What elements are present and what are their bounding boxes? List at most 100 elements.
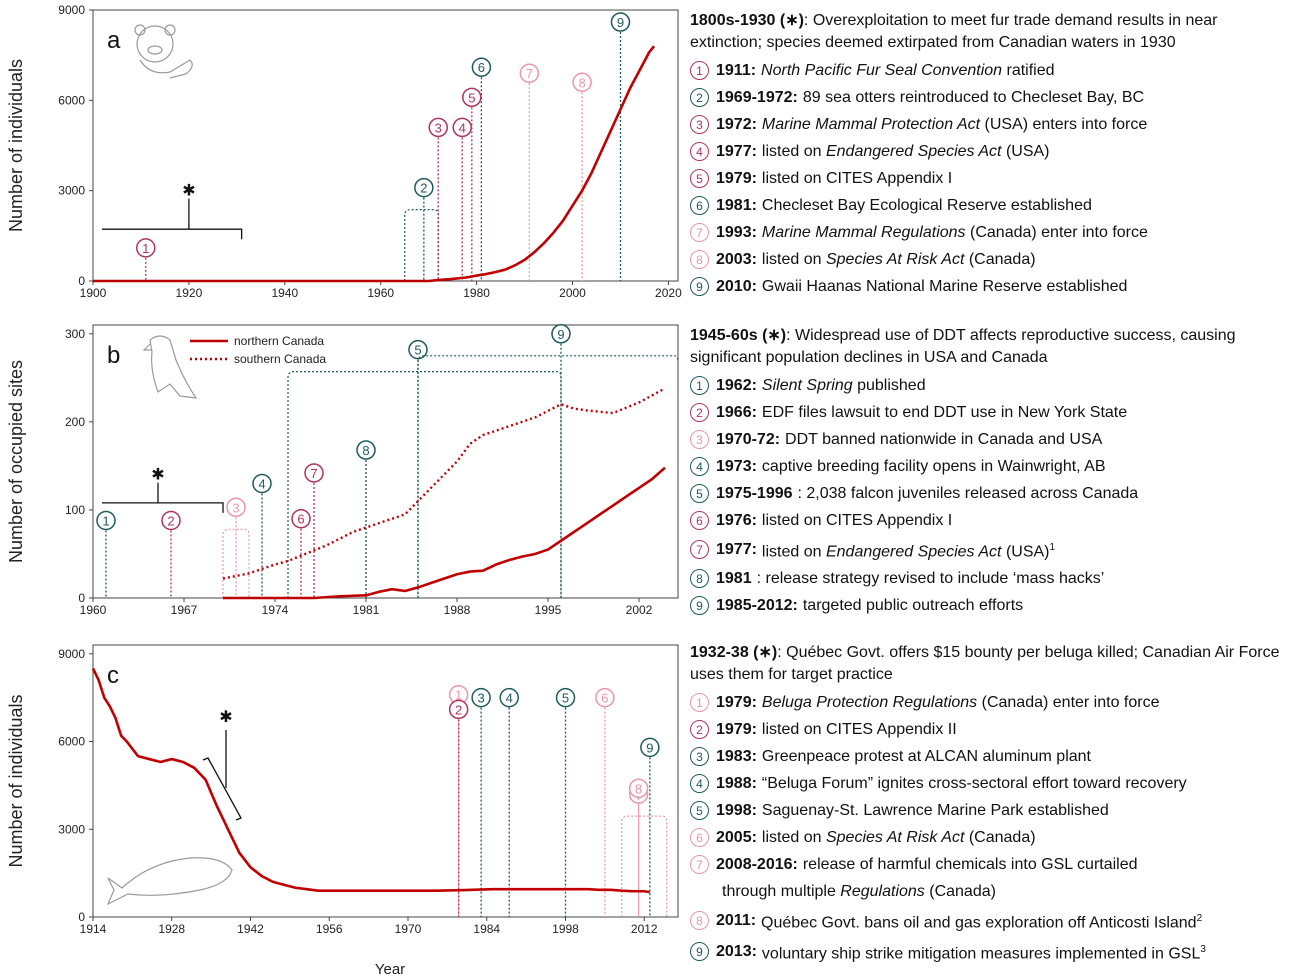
marker-number: 2 xyxy=(420,181,427,196)
falcon-icon xyxy=(142,335,198,399)
event-item-continued: through multiple Regulations (Canada) xyxy=(690,878,1290,905)
x-tick-label: 1928 xyxy=(158,922,185,936)
event-item: 2 1966: EDF files lawsuit to end DDT use i… xyxy=(690,399,1290,426)
event-item: 5 1975-1996: 2,038 falcon juveniles relea… xyxy=(690,480,1290,507)
falcon-body xyxy=(149,335,198,399)
marker-number: 7 xyxy=(526,66,533,81)
event-description: Saguenay-St. Lawrence Marine Park establ… xyxy=(762,797,1109,824)
marker-number: 5 xyxy=(468,90,475,105)
y-tick-label: 6000 xyxy=(58,93,85,107)
event-marker-7: 7 xyxy=(519,63,540,281)
x-tick-label: 1970 xyxy=(395,922,422,936)
event-year: 1998: xyxy=(716,802,757,819)
event-item: 8 2003: listed on Species At Risk Act (Can… xyxy=(690,246,1290,273)
event-item: 1 1979: Beluga Protection Regulations (Can… xyxy=(690,689,1290,716)
event-number-badge: 8 xyxy=(690,569,709,589)
beluga-icon xyxy=(106,857,233,906)
event-marker-7: 7 xyxy=(621,784,668,917)
event-item: 1 1962: Silent Spring published xyxy=(690,372,1290,399)
event-text: : 2,038 falcon juveniles released across… xyxy=(797,485,1139,502)
event-marker-3: 3 xyxy=(428,117,448,281)
event-item: 5 1979: listed on CITES Appendix I xyxy=(690,165,1290,192)
event-number-badge: 2 xyxy=(690,88,709,107)
event-marker-5: 5 xyxy=(555,687,576,917)
event-text: (Canada) xyxy=(964,251,1036,268)
event-description: : 2,038 falcon juveniles released across… xyxy=(798,480,1139,507)
event-item: 4 1973: captive breeding facility opens in… xyxy=(690,453,1290,480)
marker-circle xyxy=(595,687,615,708)
event-description: listed on Species At Risk Act (Canada) xyxy=(762,246,1036,273)
otter-ear xyxy=(134,24,146,36)
event-year: 2010: xyxy=(716,278,757,295)
marker-span xyxy=(287,371,562,598)
event-marker-4: 4 xyxy=(452,117,472,281)
marker-circle xyxy=(428,117,448,138)
event-year: 1979: xyxy=(716,721,757,738)
marker-number: 2 xyxy=(455,702,462,717)
heading-text: : Québec Govt. offers $15 bounty per bel… xyxy=(690,644,1280,683)
y-tick-label: 0 xyxy=(78,274,85,288)
marker-circle xyxy=(291,508,311,529)
event-description: Marine Mammal Regulations (Canada) enter… xyxy=(762,219,1148,246)
event-text: (USA) enters into force xyxy=(980,116,1148,133)
event-description: DDT banned nationwide in Canada and USA xyxy=(785,426,1102,453)
series-line-0 xyxy=(91,667,651,894)
x-tick-label: 2002 xyxy=(626,603,653,617)
marker-number: 5 xyxy=(414,343,421,358)
y-tick-label: 9000 xyxy=(58,647,85,661)
event-year: 1972: xyxy=(716,116,757,133)
series-line-southern-canada xyxy=(222,387,666,580)
event-description: Marine Mammal Protection Act (USA) enter… xyxy=(762,111,1147,138)
marker-circle xyxy=(471,687,491,708)
x-tick-label: 1967 xyxy=(171,603,198,617)
x-tick-label: 1920 xyxy=(176,286,203,300)
event-year: 2003: xyxy=(716,251,757,268)
marker-number: 6 xyxy=(297,512,304,527)
event-text: captive breeding facility opens in Wainw… xyxy=(761,458,1106,475)
event-marker-9: 9 xyxy=(417,324,679,598)
marker-number: 9 xyxy=(617,15,624,30)
event-item: 4 1988: “Beluga Forum” ignites cross-secto… xyxy=(690,770,1290,797)
event-description: Checleset Bay Ecological Reserve establi… xyxy=(762,192,1092,219)
event-number-badge: 4 xyxy=(690,774,709,793)
marker-number: 8 xyxy=(578,75,585,90)
event-text: Québec Govt. bans oil and gas exploratio… xyxy=(761,914,1197,932)
marker-number: 3 xyxy=(435,120,442,135)
marker-number: 1 xyxy=(102,514,109,529)
period-bracket xyxy=(102,228,243,240)
y-tick-label: 300 xyxy=(65,327,85,341)
marker-span xyxy=(621,815,668,917)
event-description: Greenpeace protest at ALCAN aluminum pla… xyxy=(762,743,1091,770)
series-line-northern-canada xyxy=(223,466,666,600)
plot-frame xyxy=(92,324,679,599)
event-marker-2: 2 xyxy=(448,699,469,917)
event-text: “Beluga Forum” ignites cross-sectoral ef… xyxy=(761,775,1187,792)
marker-span xyxy=(417,355,679,598)
panel-letter: a xyxy=(107,27,121,54)
marker-circle xyxy=(572,72,592,93)
event-item: 9 2013: voluntary ship strike mitigation m… xyxy=(690,936,1290,967)
event-text: Checleset Bay Ecological Reserve establi… xyxy=(761,197,1092,214)
event-description: EDF files lawsuit to end DDT use in New … xyxy=(762,399,1127,426)
marker-number: 3 xyxy=(478,691,485,706)
x-tick-label: 1914 xyxy=(80,922,107,936)
event-text: (Canada) enter into force xyxy=(977,694,1160,711)
event-number-badge: 6 xyxy=(690,196,709,215)
x-tick-label: 1960 xyxy=(367,286,394,300)
marker-circle xyxy=(414,177,434,198)
x-tick-label: 1974 xyxy=(262,603,289,617)
event-year: 1977: xyxy=(716,541,757,559)
heading-period: 1932-38 (∗) xyxy=(690,644,778,661)
event-item: 8 1981: release strategy revised to inclu… xyxy=(690,565,1290,592)
panel-c: 1914 1928 1942 1956 1970 1984 1998 201203000600… xyxy=(6,644,679,936)
plot-frame xyxy=(92,9,679,282)
event-text: voluntary ship strike mitigation measure… xyxy=(761,945,1201,963)
event-year: 1988: xyxy=(716,775,757,792)
x-tick-label: 1981 xyxy=(353,603,380,617)
event-year: 2008-2016: xyxy=(716,856,798,873)
y-tick-label: 6000 xyxy=(58,735,85,749)
event-marker-5: 5 xyxy=(287,339,562,598)
event-text: Endangered Species Act xyxy=(825,143,1002,160)
event-item: 3 1970-72: DDT banned nationwide in Canada… xyxy=(690,426,1290,453)
event-number-badge: 4 xyxy=(690,457,709,476)
